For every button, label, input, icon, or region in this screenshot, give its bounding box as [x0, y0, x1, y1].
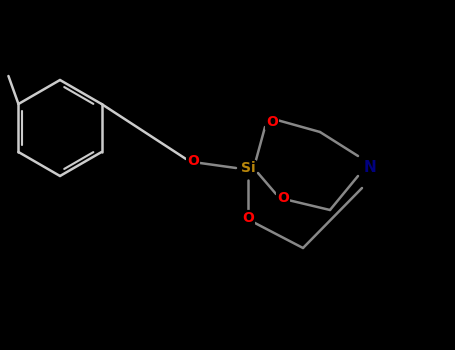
- Text: O: O: [242, 211, 254, 225]
- Text: O: O: [277, 191, 289, 205]
- Text: Si: Si: [241, 161, 255, 175]
- Text: N: N: [364, 161, 376, 175]
- Text: O: O: [266, 115, 278, 129]
- Text: O: O: [187, 154, 199, 168]
